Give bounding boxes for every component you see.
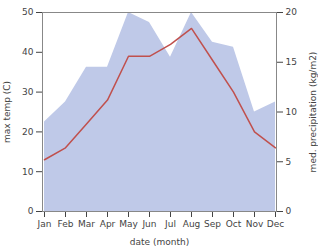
svg-text:med. precipitation (kg/m2): med. precipitation (kg/m2) [308,52,318,173]
svg-text:10: 10 [22,167,34,177]
svg-text:Oct: Oct [226,219,242,229]
svg-text:Nov: Nov [246,219,264,229]
svg-text:20: 20 [22,127,34,137]
svg-text:50: 50 [22,7,34,17]
svg-text:0: 0 [286,206,292,216]
svg-text:Apr: Apr [100,219,116,229]
svg-text:Aug: Aug [183,219,201,229]
svg-text:0: 0 [28,206,34,216]
svg-text:date (month): date (month) [130,237,189,247]
svg-text:Mar: Mar [78,219,95,229]
svg-text:May: May [119,219,138,229]
svg-text:5: 5 [286,157,292,167]
svg-text:max temp (C): max temp (C) [2,81,12,143]
svg-text:Feb: Feb [58,219,74,229]
svg-text:Dec: Dec [267,219,284,229]
svg-text:20: 20 [286,7,298,17]
svg-text:Jan: Jan [37,219,52,229]
svg-text:Jun: Jun [141,219,156,229]
svg-text:15: 15 [286,57,297,67]
svg-text:Jul: Jul [164,219,176,229]
svg-text:40: 40 [22,47,34,57]
svg-text:Sep: Sep [204,219,221,229]
svg-text:30: 30 [22,87,34,97]
svg-text:10: 10 [286,107,298,117]
